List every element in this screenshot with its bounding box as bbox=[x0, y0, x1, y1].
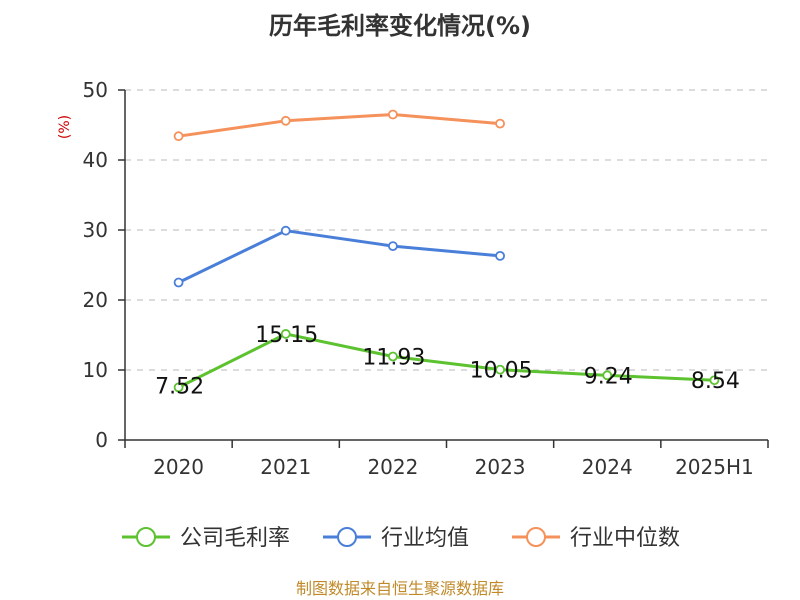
chart-title: 历年毛利率变化情况(%) bbox=[269, 12, 531, 40]
data-point bbox=[173, 131, 184, 142]
data-point bbox=[388, 109, 398, 120]
series-line bbox=[177, 332, 715, 389]
legend-marker bbox=[136, 527, 156, 547]
legend-label: 行业均值 bbox=[381, 526, 469, 551]
x-tick-label: 2022 bbox=[367, 455, 418, 479]
data-point bbox=[388, 351, 398, 362]
y-tick-labels: 0 10 20 30 40 50 bbox=[83, 78, 108, 452]
data-point bbox=[173, 277, 184, 288]
data-point bbox=[709, 375, 720, 386]
data-point bbox=[173, 382, 184, 393]
data-point bbox=[495, 118, 505, 129]
legend-marker bbox=[337, 527, 357, 547]
data-point bbox=[495, 364, 505, 375]
legend-label: 行业中位数 bbox=[570, 526, 680, 551]
x-tick-label: 2024 bbox=[582, 455, 633, 479]
data-label: 7.52 bbox=[155, 374, 204, 399]
y-tick-label: 0 bbox=[95, 428, 108, 452]
data-label: 15.15 bbox=[255, 323, 318, 348]
data-point bbox=[280, 329, 291, 339]
data-point bbox=[602, 370, 613, 381]
x-tick-label: 2021 bbox=[260, 455, 311, 479]
data-label: 11.93 bbox=[362, 345, 425, 370]
y-tick-label: 50 bbox=[83, 78, 108, 102]
legend-label: 公司毛利率 bbox=[180, 526, 290, 551]
data-point bbox=[495, 250, 505, 261]
data-label: 10.05 bbox=[470, 359, 533, 384]
data-point bbox=[280, 225, 291, 236]
y-tick-label: 20 bbox=[83, 288, 108, 312]
source-note: 制图数据来自恒生聚源数据库 bbox=[296, 579, 504, 598]
series-line bbox=[178, 113, 501, 138]
series-line bbox=[177, 229, 501, 284]
x-tick-label: 2025H1 bbox=[675, 455, 754, 479]
legend-marker bbox=[526, 527, 546, 547]
y-tick-label: 40 bbox=[83, 148, 108, 172]
data-point bbox=[280, 115, 291, 126]
data-label: 9.24 bbox=[584, 364, 633, 389]
y-tick-label: 30 bbox=[83, 218, 108, 242]
legend: 公司毛利率 行业均值 行业中位数 bbox=[122, 526, 680, 551]
grid-lines bbox=[118, 89, 768, 441]
x-tick-label: 2023 bbox=[475, 455, 526, 479]
y-tick-label: 10 bbox=[83, 358, 108, 382]
data-point bbox=[388, 241, 398, 252]
series-group bbox=[173, 109, 720, 393]
data-labels: 7.52 15.15 11.93 10.05 9.24 8.54 bbox=[155, 323, 740, 399]
y-axis-unit: (%) bbox=[57, 115, 73, 139]
axes bbox=[124, 90, 769, 448]
data-label: 8.54 bbox=[691, 369, 740, 394]
x-tick-labels: 2020 2021 2022 2023 2024 2025H1 bbox=[153, 455, 754, 479]
x-tick-label: 2020 bbox=[153, 455, 204, 479]
